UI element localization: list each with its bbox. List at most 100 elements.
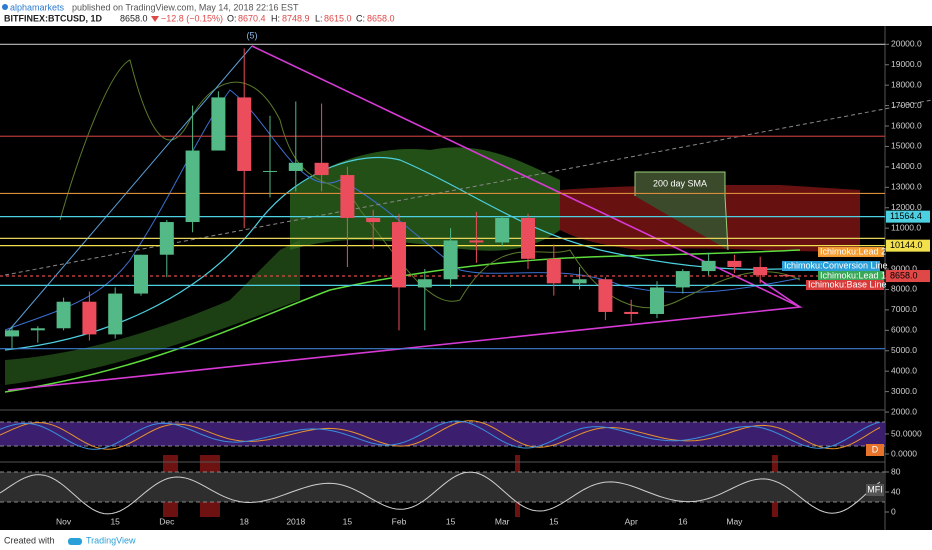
sma-label: 200 day SMA bbox=[653, 178, 707, 188]
candle-body bbox=[82, 301, 97, 335]
candle-body bbox=[366, 217, 381, 223]
y-tick-label: 13000.0 bbox=[891, 182, 922, 192]
candle-body bbox=[546, 258, 561, 284]
header-bg bbox=[0, 0, 932, 26]
candle-body bbox=[211, 97, 226, 151]
y-tick-label: 7000.0 bbox=[891, 304, 917, 314]
footer-bg bbox=[0, 530, 932, 550]
candle-body bbox=[779, 275, 793, 277]
y-tick-label: 5000.0 bbox=[891, 345, 917, 355]
price-tag-label: 8658.0 bbox=[890, 270, 918, 280]
close-label: C: bbox=[356, 13, 365, 23]
candle-body bbox=[263, 170, 277, 172]
y-tick-label: 14000.0 bbox=[891, 161, 922, 171]
y-tick-label: 0 bbox=[891, 506, 896, 516]
candle-body bbox=[237, 97, 252, 171]
x-tick-label: 18 bbox=[239, 516, 249, 526]
close: 8658.0 bbox=[367, 13, 395, 23]
oscillator-line bbox=[0, 471, 881, 515]
candle-body bbox=[753, 266, 768, 276]
marker-tag bbox=[866, 484, 884, 496]
indicator-label: Ichimoku:Lead 2 bbox=[820, 246, 886, 256]
candle-body bbox=[392, 222, 406, 288]
candle-body bbox=[340, 175, 355, 218]
open-label: O: bbox=[227, 13, 237, 23]
candle-body bbox=[5, 330, 19, 337]
tv-logo bbox=[68, 538, 82, 545]
price-tag bbox=[886, 210, 930, 223]
candle-body bbox=[727, 260, 742, 267]
high-label: H: bbox=[271, 13, 280, 23]
y-tick-label: 4000.0 bbox=[891, 365, 917, 375]
created-with: Created with bbox=[4, 535, 55, 545]
candle-body bbox=[56, 301, 71, 329]
y-tick-label: 11000.0 bbox=[891, 222, 921, 232]
x-tick-label: Nov bbox=[56, 516, 72, 526]
price-tag bbox=[886, 270, 930, 283]
candle-body bbox=[495, 217, 510, 243]
indicator-tag bbox=[818, 247, 884, 257]
candle-body bbox=[288, 162, 303, 171]
y-tick-label: 16000.0 bbox=[891, 120, 922, 130]
candle-body bbox=[469, 240, 484, 243]
indicator-label: Ichimoku:Conversion Line bbox=[784, 260, 888, 270]
indicator-label: Ichimoku:Base Line bbox=[808, 279, 887, 289]
published: published on TradingView.com, May 14, 20… bbox=[72, 2, 299, 12]
y-tick-label: 8000.0 bbox=[891, 284, 917, 294]
y-tick-label: 19000.0 bbox=[891, 59, 922, 69]
last-price: 8658.0 bbox=[120, 13, 148, 23]
marker-tag bbox=[866, 444, 884, 456]
y-tick-label: 17000.0 bbox=[891, 100, 922, 110]
high: 8748.9 bbox=[282, 13, 310, 23]
y-tick-label: 6000.0 bbox=[891, 325, 917, 335]
trend-line bbox=[4, 45, 253, 336]
indicator-label: Ichimoku:Lead 1 bbox=[820, 270, 886, 280]
x-tick-label: 16 bbox=[678, 516, 688, 526]
change: −12.8 (−0.15%) bbox=[161, 13, 223, 23]
symbol: BITFINEX:BTCUSD, 1D bbox=[4, 13, 103, 23]
candle-body bbox=[572, 279, 587, 284]
wave-label: (5) bbox=[247, 30, 258, 40]
x-tick-label: Apr bbox=[625, 516, 638, 526]
candle-body bbox=[134, 254, 148, 294]
price-tag bbox=[886, 239, 930, 252]
down-arrow bbox=[151, 16, 159, 22]
low-label: L: bbox=[315, 13, 323, 23]
price-tag-label: 11564.4 bbox=[890, 211, 922, 221]
y-tick-label: 3000.0 bbox=[891, 386, 917, 396]
candle-body bbox=[108, 293, 123, 335]
x-tick-label: May bbox=[726, 516, 743, 526]
avatar bbox=[2, 4, 8, 10]
candle-body bbox=[598, 279, 613, 312]
x-tick-label: 15 bbox=[446, 516, 456, 526]
brand[interactable]: TradingView bbox=[86, 535, 136, 545]
indicator-tag bbox=[782, 261, 880, 271]
ichimoku-cloud-green bbox=[290, 147, 560, 251]
open: 8670.4 bbox=[238, 13, 266, 23]
y-tick-label: 0.0000 bbox=[891, 448, 917, 458]
price-tag-label: 10144.0 bbox=[890, 240, 923, 250]
marker-label: D bbox=[872, 444, 879, 454]
x-tick-label: Feb bbox=[392, 516, 407, 526]
y-tick-label: 40 bbox=[891, 486, 901, 496]
y-tick-label: 50.0000 bbox=[891, 428, 922, 438]
candle-body bbox=[521, 217, 535, 259]
y-tick-label: 18000.0 bbox=[891, 79, 922, 89]
y-tick-label: 2000.0 bbox=[891, 406, 917, 416]
band bbox=[0, 472, 885, 502]
x-tick-label: 2018 bbox=[286, 516, 305, 526]
y-tick-label: 20000.0 bbox=[891, 39, 922, 49]
candle-body bbox=[417, 279, 432, 288]
candle-body bbox=[185, 150, 200, 223]
y-tick-label: 15000.0 bbox=[891, 141, 922, 151]
x-tick-label: 15 bbox=[549, 516, 559, 526]
candle-body bbox=[314, 162, 329, 176]
x-tick-label: 15 bbox=[110, 516, 120, 526]
oscillator-line bbox=[0, 420, 881, 450]
sma bbox=[4, 156, 801, 351]
author[interactable]: alphamarkets bbox=[10, 2, 65, 12]
x-tick-label: 15 bbox=[343, 516, 353, 526]
oscillator-line bbox=[0, 420, 881, 450]
indicator-tag bbox=[818, 271, 884, 281]
